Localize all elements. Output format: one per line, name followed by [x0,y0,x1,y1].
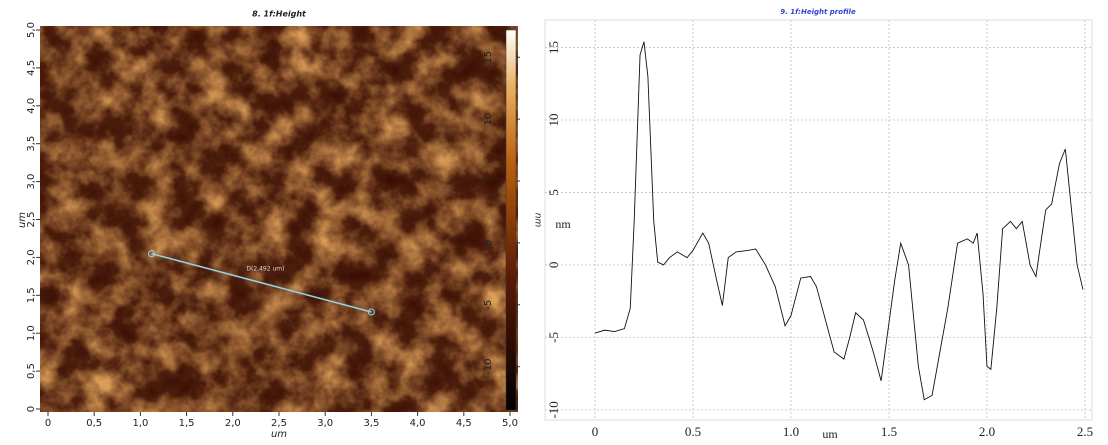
x-tick-label: 3,0 [317,418,333,429]
y-axis-label: um [17,212,28,228]
y-tick-label: 4,5 [26,60,37,76]
y-tick-label: -5 [546,332,561,343]
x-tick-label: 0 [45,418,51,429]
x-tick-label: 1.5 [881,424,897,439]
x-tick-label: 2,0 [225,418,241,429]
y-tick-label: 1,0 [26,325,37,341]
profile-end [367,308,375,316]
x-tick-label: 4,0 [410,418,426,429]
colorbar-label: nm [533,213,543,228]
x-tick-label: 0 [592,424,599,439]
colorbar-tick-label: -10 [483,359,494,375]
y-tick-label: 15 [546,41,561,54]
colorbar-tick-label: 10 [483,113,494,126]
colorbar [505,29,517,411]
x-tick-label: 0,5 [86,418,102,429]
x-tick-label: 1,0 [132,418,148,429]
x-tick-label: 1,5 [179,418,195,429]
y-tick-label: 4,0 [26,98,37,114]
profile-start [147,250,155,258]
y-tick-label: 2,0 [26,249,37,265]
plot-area [544,19,1093,421]
y-tick-label: 3,0 [26,174,37,190]
y-tick-label: 10 [546,114,561,127]
x-tick-label: 2.0 [979,424,995,439]
y-tick-label: 0 [26,406,37,412]
y-tick-label: 0 [546,262,561,269]
x-axis-label: um [822,427,838,441]
x-tick-label: 3,5 [363,418,379,429]
y-tick-label: 3,5 [26,136,37,152]
afm-panel: 8. 1f:Height um um nm 0 0,5 1,0 1,5 2,0 2,5 3,… [17,10,543,441]
chart-title: 8. 1f:Height [252,10,307,19]
y-tick-label: 0,5 [26,363,37,379]
x-tick-label: 2,5 [271,418,287,429]
x-axis-label: um [271,429,287,440]
x-tick-label: 1.0 [783,424,799,439]
x-tick-label: 4,5 [456,418,472,429]
chart-title: 9. 1f:Height profile [780,8,856,16]
colorbar-tick-label: 0 [483,240,494,246]
afm-image-texture [40,26,518,412]
y-tick-label: 1,5 [26,287,37,303]
profile-label: D(2.492 um) [246,265,284,272]
colorbar-tick-label: 15 [483,51,494,64]
colorbar-tick-label: -5 [483,300,494,310]
y-tick-label: 2,5 [26,212,37,228]
y-axis-label: nm [555,217,571,231]
y-tick-label: 5 [546,189,561,196]
y-tick-label: -10 [546,401,561,418]
profile-panel: 9. 1f:Height profile um nm 0 0.5 1.0 1.5 2.0… [544,8,1093,441]
y-tick-label: 5,0 [26,22,37,38]
x-tick-label: 2.5 [1077,424,1093,439]
x-tick-label: 5,0 [502,418,518,429]
profile-curve [594,41,1084,401]
x-tick-label: 0.5 [685,424,701,439]
colorbar-tick-label: 5 [483,178,494,184]
profile-line [151,252,372,313]
